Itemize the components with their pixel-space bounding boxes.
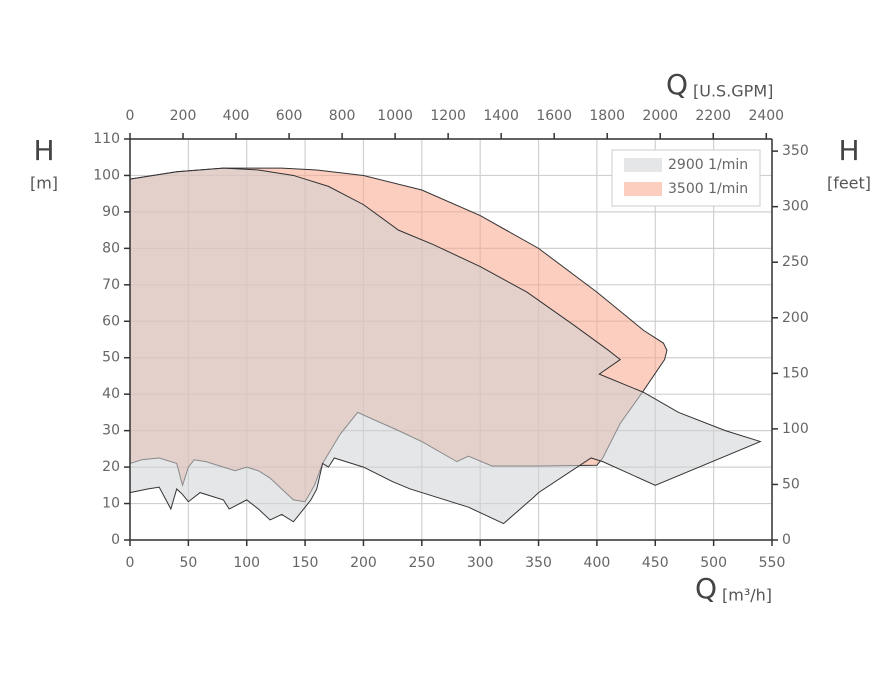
x-tick-label: 200 — [350, 555, 377, 571]
legend-label: 2900 1/min — [668, 157, 748, 173]
legend-swatch — [624, 158, 662, 172]
x-tick-label: 400 — [584, 555, 611, 571]
y2-tick-label: 350 — [782, 143, 809, 159]
x-tick-label: 50 — [179, 555, 197, 571]
x-tick-label: 100 — [233, 555, 260, 571]
y-tick-label: 30 — [102, 423, 120, 439]
x-tick-label: 450 — [642, 555, 669, 571]
y2-tick-label: 0 — [782, 532, 791, 548]
x-tick-label: 0 — [126, 555, 135, 571]
y-tick-label: 40 — [102, 386, 120, 402]
x2-tick-label: 1600 — [536, 108, 572, 124]
y-tick-label: 50 — [102, 350, 120, 366]
x2-tick-label: 2000 — [642, 108, 678, 124]
x2-tick-label: 200 — [170, 108, 197, 124]
x2-tick-label: 1400 — [483, 108, 519, 124]
legend-swatch — [624, 182, 662, 196]
x2-tick-label: 400 — [223, 108, 250, 124]
left-axis-label: H — [33, 134, 54, 167]
y-tick-label: 90 — [102, 204, 120, 220]
top-axis-label: Q — [666, 68, 688, 101]
y-tick-label: 60 — [102, 313, 120, 329]
bottom-axis-label: Q — [695, 572, 717, 605]
x2-tick-label: 2400 — [748, 108, 784, 124]
y2-tick-label: 150 — [782, 365, 809, 381]
x2-tick-label: 1200 — [430, 108, 466, 124]
x2-tick-label: 800 — [329, 108, 356, 124]
y-tick-label: 80 — [102, 240, 120, 256]
y-tick-label: 20 — [102, 459, 120, 475]
x2-tick-label: 0 — [126, 108, 135, 124]
bottom-axis-unit: [m³/h] — [722, 586, 772, 605]
y-tick-label: 70 — [102, 277, 120, 293]
y2-tick-label: 200 — [782, 310, 809, 326]
y-tick-label: 100 — [93, 167, 120, 183]
y-tick-label: 10 — [102, 496, 120, 512]
right-axis-unit: [feet] — [827, 174, 871, 193]
x-tick-label: 150 — [292, 555, 319, 571]
left-axis-unit: [m] — [30, 174, 58, 193]
x-tick-label: 500 — [700, 555, 727, 571]
x2-tick-label: 1800 — [589, 108, 625, 124]
y-tick-label: 110 — [93, 131, 120, 147]
legend-label: 3500 1/min — [668, 181, 748, 197]
y2-tick-label: 300 — [782, 199, 809, 215]
x-tick-label: 250 — [408, 555, 435, 571]
y2-tick-label: 100 — [782, 421, 809, 437]
x-tick-label: 550 — [759, 555, 786, 571]
y2-tick-label: 50 — [782, 476, 800, 492]
x2-tick-label: 600 — [276, 108, 303, 124]
x2-tick-label: 2200 — [695, 108, 731, 124]
x2-tick-label: 1000 — [377, 108, 413, 124]
y2-tick-label: 250 — [782, 254, 809, 270]
top-axis-unit: [U.S.GPM] — [693, 82, 773, 101]
area — [129, 167, 762, 525]
x-tick-label: 350 — [525, 555, 552, 571]
y-tick-label: 0 — [111, 532, 120, 548]
right-axis-label: H — [838, 134, 859, 167]
x-tick-label: 300 — [467, 555, 494, 571]
